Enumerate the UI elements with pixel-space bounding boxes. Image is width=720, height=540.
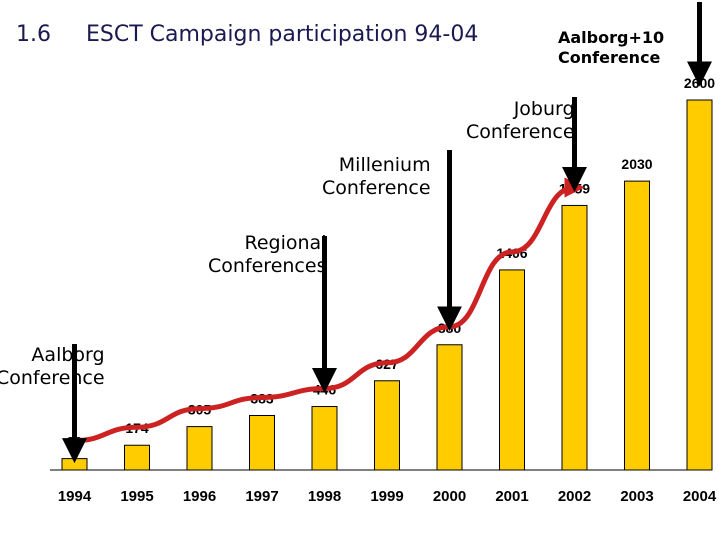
x-tick-1996: 1996	[183, 488, 216, 505]
annotation-aalborg10: Aalborg+10 Conference	[558, 28, 665, 67]
annotation-joburg: Joburg Conference	[466, 98, 575, 143]
bar-2003	[624, 180, 650, 471]
x-tick-1998: 1998	[308, 488, 341, 505]
x-tick-2004: 2004	[683, 488, 717, 505]
annotation-regional: Regional Conferences	[208, 232, 327, 277]
bar-2002	[561, 204, 588, 471]
value-label-2003: 2030	[621, 156, 652, 172]
bar-1995	[124, 444, 150, 471]
slide-number: 1.6	[16, 22, 51, 47]
annotation-aalborg: Aalborg Conference	[0, 344, 105, 389]
bar-1999	[374, 380, 400, 471]
x-tick-2000: 2000	[433, 488, 466, 505]
chart-title: ESCT Campaign participation 94-04	[86, 22, 479, 47]
x-tick-1994: 1994	[58, 488, 92, 505]
annotation-millenium: Millenium Conference	[322, 154, 431, 199]
x-tick-1997: 1997	[245, 488, 278, 505]
bar-2000	[436, 344, 463, 471]
x-tick-2002: 2002	[558, 488, 591, 505]
bar-2001	[499, 269, 525, 471]
value-label-2004: 2600	[684, 75, 715, 91]
trend-line	[74, 177, 585, 444]
x-tick-2003: 2003	[620, 488, 653, 505]
x-tick-1995: 1995	[120, 488, 153, 505]
x-tick-2001: 2001	[495, 488, 528, 505]
bar-1998	[311, 406, 338, 471]
bars-layer: 8019941741995305199638319974461998627199…	[58, 75, 717, 505]
bar-1994	[61, 458, 88, 471]
bar-1996	[186, 426, 213, 471]
arrows-layer	[62, 2, 712, 464]
x-tick-1999: 1999	[370, 488, 403, 505]
bar-2004	[686, 99, 713, 471]
bar-1997	[249, 414, 275, 471]
